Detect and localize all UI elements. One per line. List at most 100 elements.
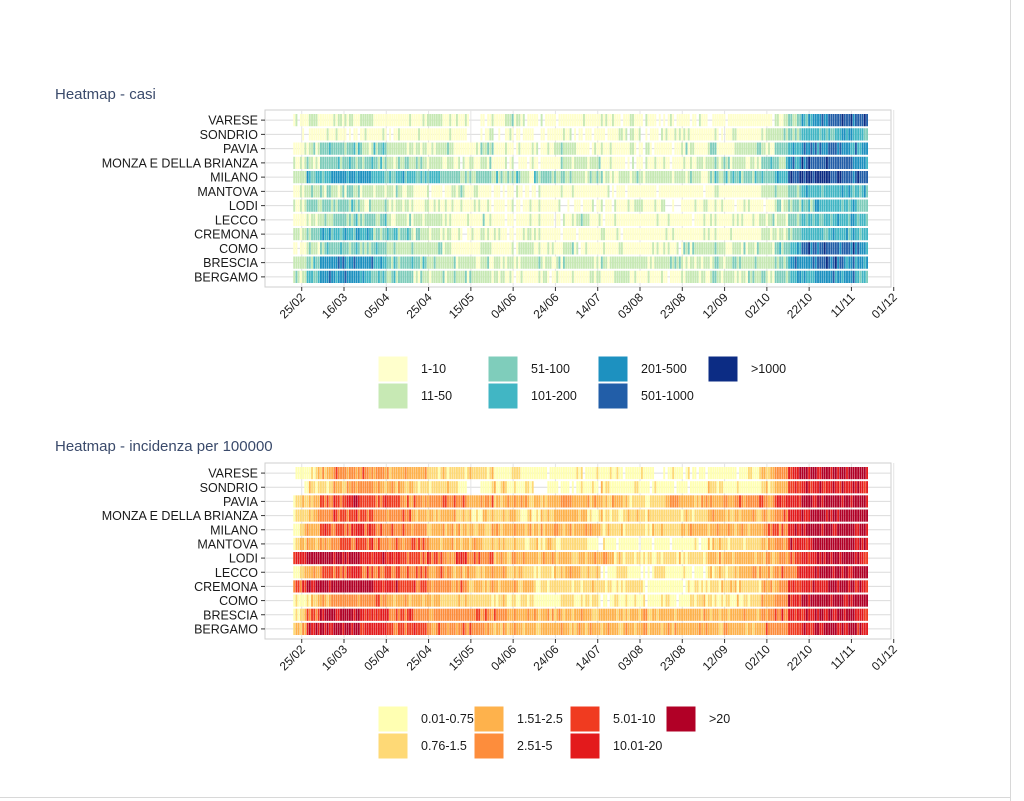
heat-cell <box>770 114 773 127</box>
heat-cell <box>799 495 802 508</box>
heat-cell <box>814 495 817 508</box>
heat-cell <box>761 199 764 212</box>
heat-cell <box>863 523 866 536</box>
heat-cell <box>538 552 541 565</box>
heat-cell <box>331 242 334 255</box>
heat-cell <box>652 270 655 283</box>
heat-cell <box>435 242 438 255</box>
heat-cell <box>435 495 438 508</box>
heat-cell <box>618 552 621 565</box>
heat-cell <box>562 481 565 494</box>
heat-cell <box>420 156 423 169</box>
heat-cell <box>634 185 637 198</box>
heat-cell <box>701 537 704 550</box>
heat-cell <box>395 199 398 212</box>
heat-cell <box>440 171 443 184</box>
heat-cell <box>429 114 432 127</box>
heat-cell <box>560 156 563 169</box>
heat-cell <box>627 142 630 155</box>
heat-cell <box>596 171 599 184</box>
heat-cell <box>859 270 862 283</box>
heat-cell <box>723 467 726 480</box>
heat-cell <box>371 242 374 255</box>
heat-cell <box>520 537 523 550</box>
heat-cell <box>491 537 494 550</box>
heat-cell <box>487 495 490 508</box>
heat-cell <box>609 213 612 226</box>
heat-cell <box>732 185 735 198</box>
heat-cell <box>348 128 351 141</box>
heat-cell <box>605 199 608 212</box>
heat-cell <box>326 566 329 579</box>
heat-cell <box>759 199 761 212</box>
heat-cell <box>750 171 753 184</box>
heat-cell <box>727 467 730 480</box>
heat-cell <box>353 509 356 522</box>
heat-cell <box>511 509 514 522</box>
heat-cell <box>719 242 721 255</box>
heat-cell <box>509 495 512 508</box>
heat-cell <box>825 213 828 226</box>
heat-cell <box>805 523 808 536</box>
heat-cell <box>799 199 802 212</box>
heat-cell <box>734 213 737 226</box>
heat-cell <box>467 171 469 184</box>
heat-cell <box>658 523 661 536</box>
heat-cell <box>703 523 706 536</box>
heat-cell <box>344 171 347 184</box>
heat-cell <box>772 552 775 565</box>
heat-cell <box>710 495 712 508</box>
heat-cell <box>533 228 536 241</box>
heat-cell <box>821 156 824 169</box>
heat-cell <box>355 566 358 579</box>
heat-cell <box>790 171 793 184</box>
heat-cell <box>752 256 755 269</box>
heat-cell <box>540 467 543 480</box>
heat-cell <box>850 270 853 283</box>
heat-cell <box>493 467 496 480</box>
heat-cell <box>846 156 848 169</box>
heat-cell <box>745 537 748 550</box>
heat-cell <box>574 128 576 141</box>
heat-cell <box>340 185 342 198</box>
heat-cell <box>455 566 458 579</box>
heat-cell <box>667 185 670 198</box>
heat-cell <box>609 242 612 255</box>
heat-cell <box>311 537 313 550</box>
heat-cell <box>322 495 325 508</box>
heat-cell <box>770 495 773 508</box>
heat-cell <box>698 270 701 283</box>
heat-cell <box>302 213 305 226</box>
heat-cell <box>560 270 563 283</box>
heat-cell <box>389 213 391 226</box>
heat-cell <box>455 142 458 155</box>
heat-cell <box>502 114 505 127</box>
heat-cell <box>587 566 590 579</box>
heat-cell <box>803 509 806 522</box>
heat-cell <box>741 185 744 198</box>
heat-cell <box>293 156 296 169</box>
heat-cell <box>645 467 648 480</box>
heat-cell <box>507 270 510 283</box>
heat-cell <box>373 128 376 141</box>
heat-cell <box>380 199 383 212</box>
heat-cell <box>540 509 543 522</box>
heat-cell <box>719 185 721 198</box>
heat-cell <box>458 523 461 536</box>
heat-cell <box>357 552 360 565</box>
heat-cell <box>438 199 441 212</box>
heat-cell <box>313 213 316 226</box>
heat-cell <box>493 114 496 127</box>
heat-cell <box>395 270 398 283</box>
heat-cell <box>556 495 559 508</box>
heat-cell <box>832 199 835 212</box>
legend-swatch <box>377 355 409 383</box>
heat-cell <box>848 467 851 480</box>
heat-cell <box>645 509 648 522</box>
heat-cell <box>549 128 552 141</box>
heat-cell <box>819 228 822 241</box>
heat-cell <box>625 270 628 283</box>
heat-cell <box>654 481 657 494</box>
heat-cell <box>663 199 666 212</box>
heat-cell <box>814 185 817 198</box>
